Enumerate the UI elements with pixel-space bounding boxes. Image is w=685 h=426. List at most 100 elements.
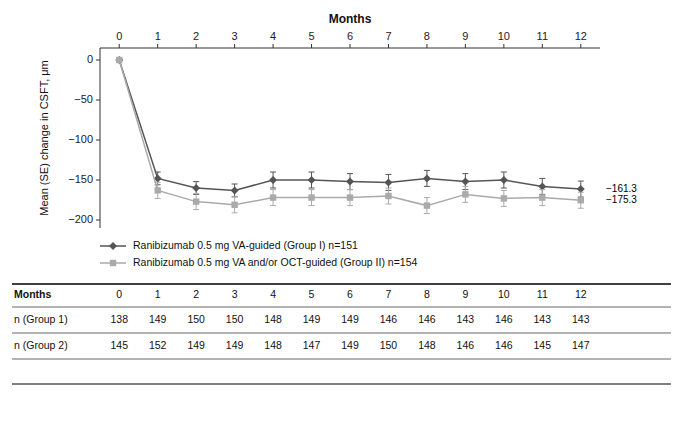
x-tick-label: 9 (462, 30, 468, 42)
table-rule (12, 283, 671, 284)
point (308, 194, 314, 200)
x-tick (426, 44, 427, 48)
error-bar (155, 182, 161, 198)
point (269, 176, 277, 184)
error-bar-cap (270, 172, 276, 173)
error-bar-cap (578, 181, 584, 182)
y-tick-label: −200 (68, 213, 93, 225)
error-bar-cap (270, 205, 276, 206)
error-bar-cap (309, 205, 315, 206)
table-cell: 9 (462, 288, 468, 300)
end-label: −175.3 (606, 194, 637, 205)
error-bar (424, 170, 430, 186)
error-bar (578, 192, 584, 208)
table-cell: 146 (418, 313, 436, 325)
point (192, 184, 200, 192)
table-rule (12, 307, 671, 308)
table-cell: 1 (155, 288, 161, 300)
y-tick-label: −150 (68, 173, 93, 185)
table-cell: 146 (380, 313, 398, 325)
table-cell: 149 (149, 313, 167, 325)
table-cell: 146 (495, 313, 513, 325)
x-tick (311, 44, 312, 48)
point (578, 197, 584, 203)
error-bar-cap (501, 206, 507, 207)
point (116, 57, 122, 63)
error-bar-cap (424, 186, 430, 187)
error-bar-cap (424, 213, 430, 214)
point (115, 56, 123, 64)
table-cell: 147 (572, 339, 590, 351)
x-tick (273, 44, 274, 48)
x-tick-label: 8 (424, 30, 430, 42)
y-tick (96, 60, 100, 61)
error-bar-cap (501, 188, 507, 189)
table-rule (12, 384, 671, 385)
table-cell: 6 (347, 288, 353, 300)
table-cell: 143 (572, 313, 590, 325)
error-bar (347, 174, 353, 190)
error-bar-cap (347, 173, 353, 174)
end-label: −161.3 (606, 183, 637, 194)
point (538, 182, 546, 190)
x-tick (157, 44, 158, 48)
error-bar-cap (462, 173, 468, 174)
legend-marker (110, 260, 116, 266)
table-cell: 148 (264, 313, 282, 325)
error-bar (309, 172, 315, 188)
table-cell: 12 (575, 288, 587, 300)
plot-area (115, 56, 585, 214)
error-bar-cap (155, 182, 161, 183)
series-line (119, 60, 581, 206)
error-bar-cap (578, 192, 584, 193)
x-axis-label: Months (329, 12, 372, 26)
error-bar-cap (309, 189, 315, 190)
error-bar-cap (462, 186, 468, 187)
x-tick-label: 2 (193, 30, 199, 42)
table-cell: 149 (303, 313, 321, 325)
error-bar-cap (232, 184, 238, 185)
y-axis-line (100, 48, 101, 228)
point (385, 193, 391, 199)
error-bar-cap (155, 172, 161, 173)
error-bar-cap (539, 205, 545, 206)
error-bar (309, 190, 315, 206)
point (423, 174, 431, 182)
error-bar-cap (501, 190, 507, 191)
error-bar (270, 190, 276, 206)
table-row-label: n (Group 2) (14, 339, 68, 351)
point (384, 178, 392, 186)
table-cell: 3 (232, 288, 238, 300)
error-bar (193, 194, 199, 210)
x-tick-label: 5 (308, 30, 314, 42)
error-bar (155, 172, 161, 185)
table-cell: 138 (110, 313, 128, 325)
x-tick-label: 0 (116, 30, 122, 42)
table-cell: 149 (187, 339, 205, 351)
table-cell: 143 (534, 313, 552, 325)
error-bar (501, 190, 507, 206)
error-bar-cap (309, 188, 315, 189)
x-tick (196, 44, 197, 48)
table-row-label: Months (14, 288, 51, 300)
error-bar-cap (539, 178, 545, 179)
y-tick (96, 180, 100, 181)
legend-marker (109, 242, 117, 250)
x-tick-label: 12 (575, 30, 587, 42)
error-bar-cap (578, 208, 584, 209)
table-cell: 2 (193, 288, 199, 300)
legend: Ranibizumab 0.5 mg VA-guided (Group I) n… (100, 239, 417, 268)
table-cell: 4 (270, 288, 276, 300)
x-tick (503, 44, 504, 48)
y-tick (96, 140, 100, 141)
table-rule (12, 333, 671, 334)
point (577, 185, 585, 193)
point (501, 195, 507, 201)
error-bar (193, 182, 199, 195)
error-bar-cap (385, 188, 391, 189)
x-tick-label: 6 (347, 30, 353, 42)
x-tick-label: 10 (498, 30, 510, 42)
x-tick-label: 4 (270, 30, 276, 42)
point (346, 178, 354, 186)
error-bar (270, 172, 276, 188)
